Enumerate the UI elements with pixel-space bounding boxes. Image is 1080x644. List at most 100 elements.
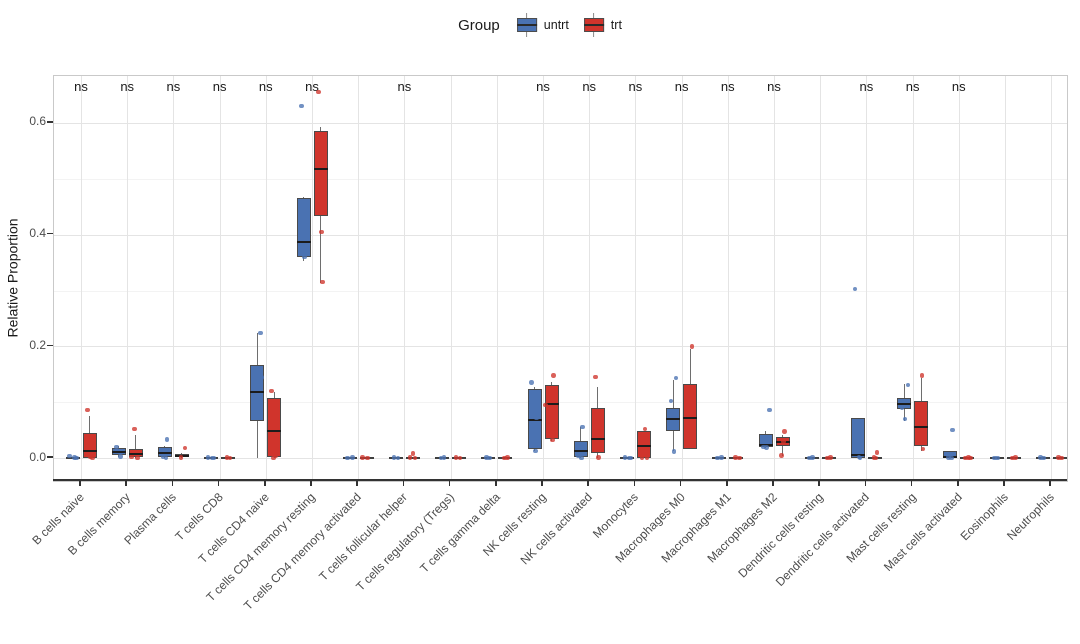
jitter-point <box>67 453 72 459</box>
y-tick-label: 0.0 <box>29 449 46 464</box>
gridline-vertical <box>219 76 221 481</box>
significance-label: ns <box>258 79 273 94</box>
jitter-point <box>505 455 510 460</box>
jitter-point <box>688 432 694 437</box>
jitter-point <box>1038 455 1043 460</box>
gridline-vertical <box>820 76 822 481</box>
jitter-point <box>320 279 325 285</box>
boxplot-median-line <box>296 241 311 244</box>
jitter-point <box>950 427 955 433</box>
jitter-point <box>132 426 137 432</box>
gridline-vertical <box>81 76 82 481</box>
x-tick-mark <box>495 481 497 486</box>
x-tick-mark <box>264 481 266 486</box>
y-tick-label: 0.2 <box>29 337 46 352</box>
jitter-point <box>902 416 908 422</box>
jitter-point <box>211 455 217 461</box>
jitter-point <box>118 454 123 459</box>
x-axis-line <box>53 479 1067 481</box>
x-tick-mark <box>864 481 867 486</box>
jitter-point <box>689 344 695 349</box>
y-tick-label: 0.4 <box>29 226 46 241</box>
gridline-vertical <box>543 76 544 481</box>
gridline-vertical <box>635 76 637 481</box>
jitter-point <box>992 455 997 461</box>
jitter-point <box>874 450 880 455</box>
legend-entry-trt[interactable]: trt <box>583 12 622 38</box>
y-tick-mark <box>47 456 53 458</box>
jitter-point <box>178 455 184 460</box>
gridline-vertical <box>681 76 683 481</box>
jitter-point <box>639 455 645 460</box>
significance-label: ns <box>166 79 181 94</box>
boxplot-median-line <box>313 167 328 170</box>
jitter-point <box>302 254 307 260</box>
gridline-vertical <box>866 76 868 481</box>
jitter-point <box>129 454 134 460</box>
significance-label: ns <box>720 79 735 94</box>
boxplot-median-line <box>128 452 143 455</box>
jitter-point <box>1056 455 1061 460</box>
jitter-point <box>810 455 815 460</box>
boxplot-median-line <box>250 391 265 394</box>
gridline-vertical <box>265 76 267 481</box>
jitter-point <box>715 455 720 461</box>
jitter-point <box>224 455 230 460</box>
x-tick-mark <box>726 481 728 486</box>
jitter-point <box>668 398 674 404</box>
jitter-point <box>85 407 90 413</box>
significance-label: ns <box>767 79 781 94</box>
jitter-point <box>576 453 581 459</box>
jitter-point <box>825 455 830 461</box>
significance-label: ns <box>628 79 643 94</box>
jitter-point <box>1013 455 1018 460</box>
significance-label: ns <box>120 79 135 94</box>
significance-label: ns <box>212 79 227 94</box>
jitter-point <box>946 455 951 460</box>
significance-label: ns <box>859 79 874 94</box>
significance-label: ns <box>674 79 689 94</box>
x-tick-mark <box>402 481 405 486</box>
legend-entry-untrt[interactable]: untrt <box>516 12 569 38</box>
plot-panel: ns ns ns ns ns ns ns ns ns ns ns ns ns ns ns ns <box>53 75 1068 482</box>
boxplot-box <box>313 131 328 217</box>
legend-title: Group <box>458 16 500 34</box>
gridline-vertical <box>1051 76 1053 481</box>
x-tick-mark <box>587 481 589 486</box>
jitter-point <box>673 375 679 381</box>
jitter-point <box>410 451 416 456</box>
boxplot-box <box>82 432 97 458</box>
jitter-point <box>598 429 603 434</box>
gridline-minor <box>54 290 1067 292</box>
significance-label: ns <box>397 79 412 94</box>
jitter-point <box>596 455 601 460</box>
jitter-point <box>163 455 169 461</box>
gridline-major <box>54 346 1067 348</box>
boxplot-median-line <box>267 430 282 433</box>
jitter-point <box>919 373 925 378</box>
jitter-point <box>395 455 401 461</box>
x-tick-mark <box>1049 481 1051 486</box>
boxplot-key-trt-icon <box>583 12 605 38</box>
jitter-point <box>259 375 264 380</box>
jitter-point <box>782 429 787 434</box>
jitter-point <box>550 437 555 443</box>
jitter-point <box>642 426 648 432</box>
gridline-vertical <box>450 76 452 481</box>
jitter-point <box>1059 455 1064 461</box>
jitter-point <box>529 380 534 385</box>
x-tick-mark <box>448 481 451 486</box>
jitter-point <box>160 454 166 460</box>
gridline-vertical <box>358 76 360 481</box>
jitter-point <box>360 455 365 460</box>
jitter-point <box>271 455 276 461</box>
jitter-point <box>764 445 769 450</box>
jitter-point <box>345 455 350 461</box>
jitter-point <box>453 455 459 460</box>
boxplot-median-line <box>590 437 605 440</box>
jitter-point <box>873 455 879 461</box>
jitter-point <box>644 455 650 461</box>
x-tick-mark <box>125 481 127 486</box>
jitter-point <box>391 455 397 460</box>
